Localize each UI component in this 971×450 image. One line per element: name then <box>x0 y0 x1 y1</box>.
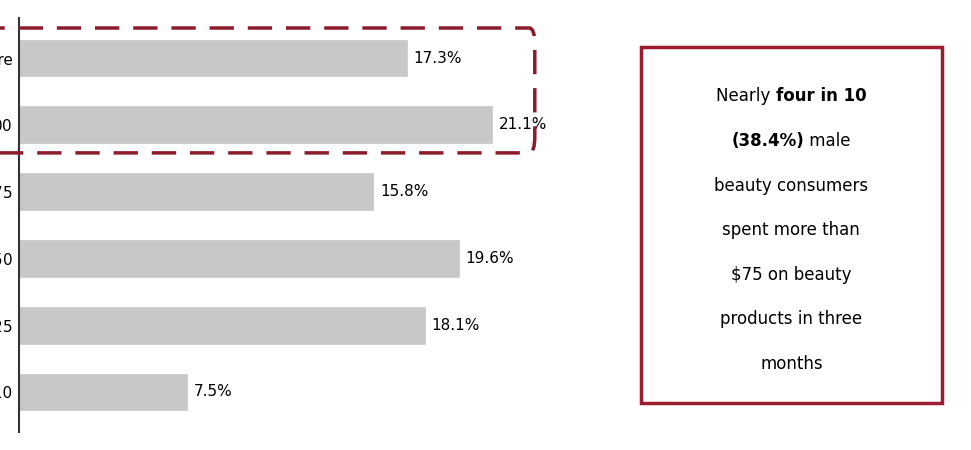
Text: 21.1%: 21.1% <box>499 117 548 132</box>
Text: spent more than: spent more than <box>722 221 860 239</box>
Text: 19.6%: 19.6% <box>465 251 514 266</box>
Text: 15.8%: 15.8% <box>381 184 428 199</box>
Bar <box>19 374 187 410</box>
Text: (38.4%): (38.4%) <box>732 132 805 150</box>
Text: male: male <box>805 132 851 150</box>
Bar <box>19 307 425 343</box>
Text: 7.5%: 7.5% <box>194 384 233 400</box>
Bar <box>19 240 458 277</box>
Bar <box>19 173 374 210</box>
Text: months: months <box>760 355 822 373</box>
Text: 17.3%: 17.3% <box>414 50 462 66</box>
Text: beauty consumers: beauty consumers <box>715 177 868 195</box>
Text: Nearly: Nearly <box>717 87 776 105</box>
Bar <box>19 107 492 143</box>
Text: 18.1%: 18.1% <box>432 318 480 333</box>
Text: $75 on beauty: $75 on beauty <box>731 266 852 284</box>
Bar <box>19 40 407 76</box>
Text: four in 10: four in 10 <box>776 87 866 105</box>
Text: products in three: products in three <box>720 310 862 328</box>
